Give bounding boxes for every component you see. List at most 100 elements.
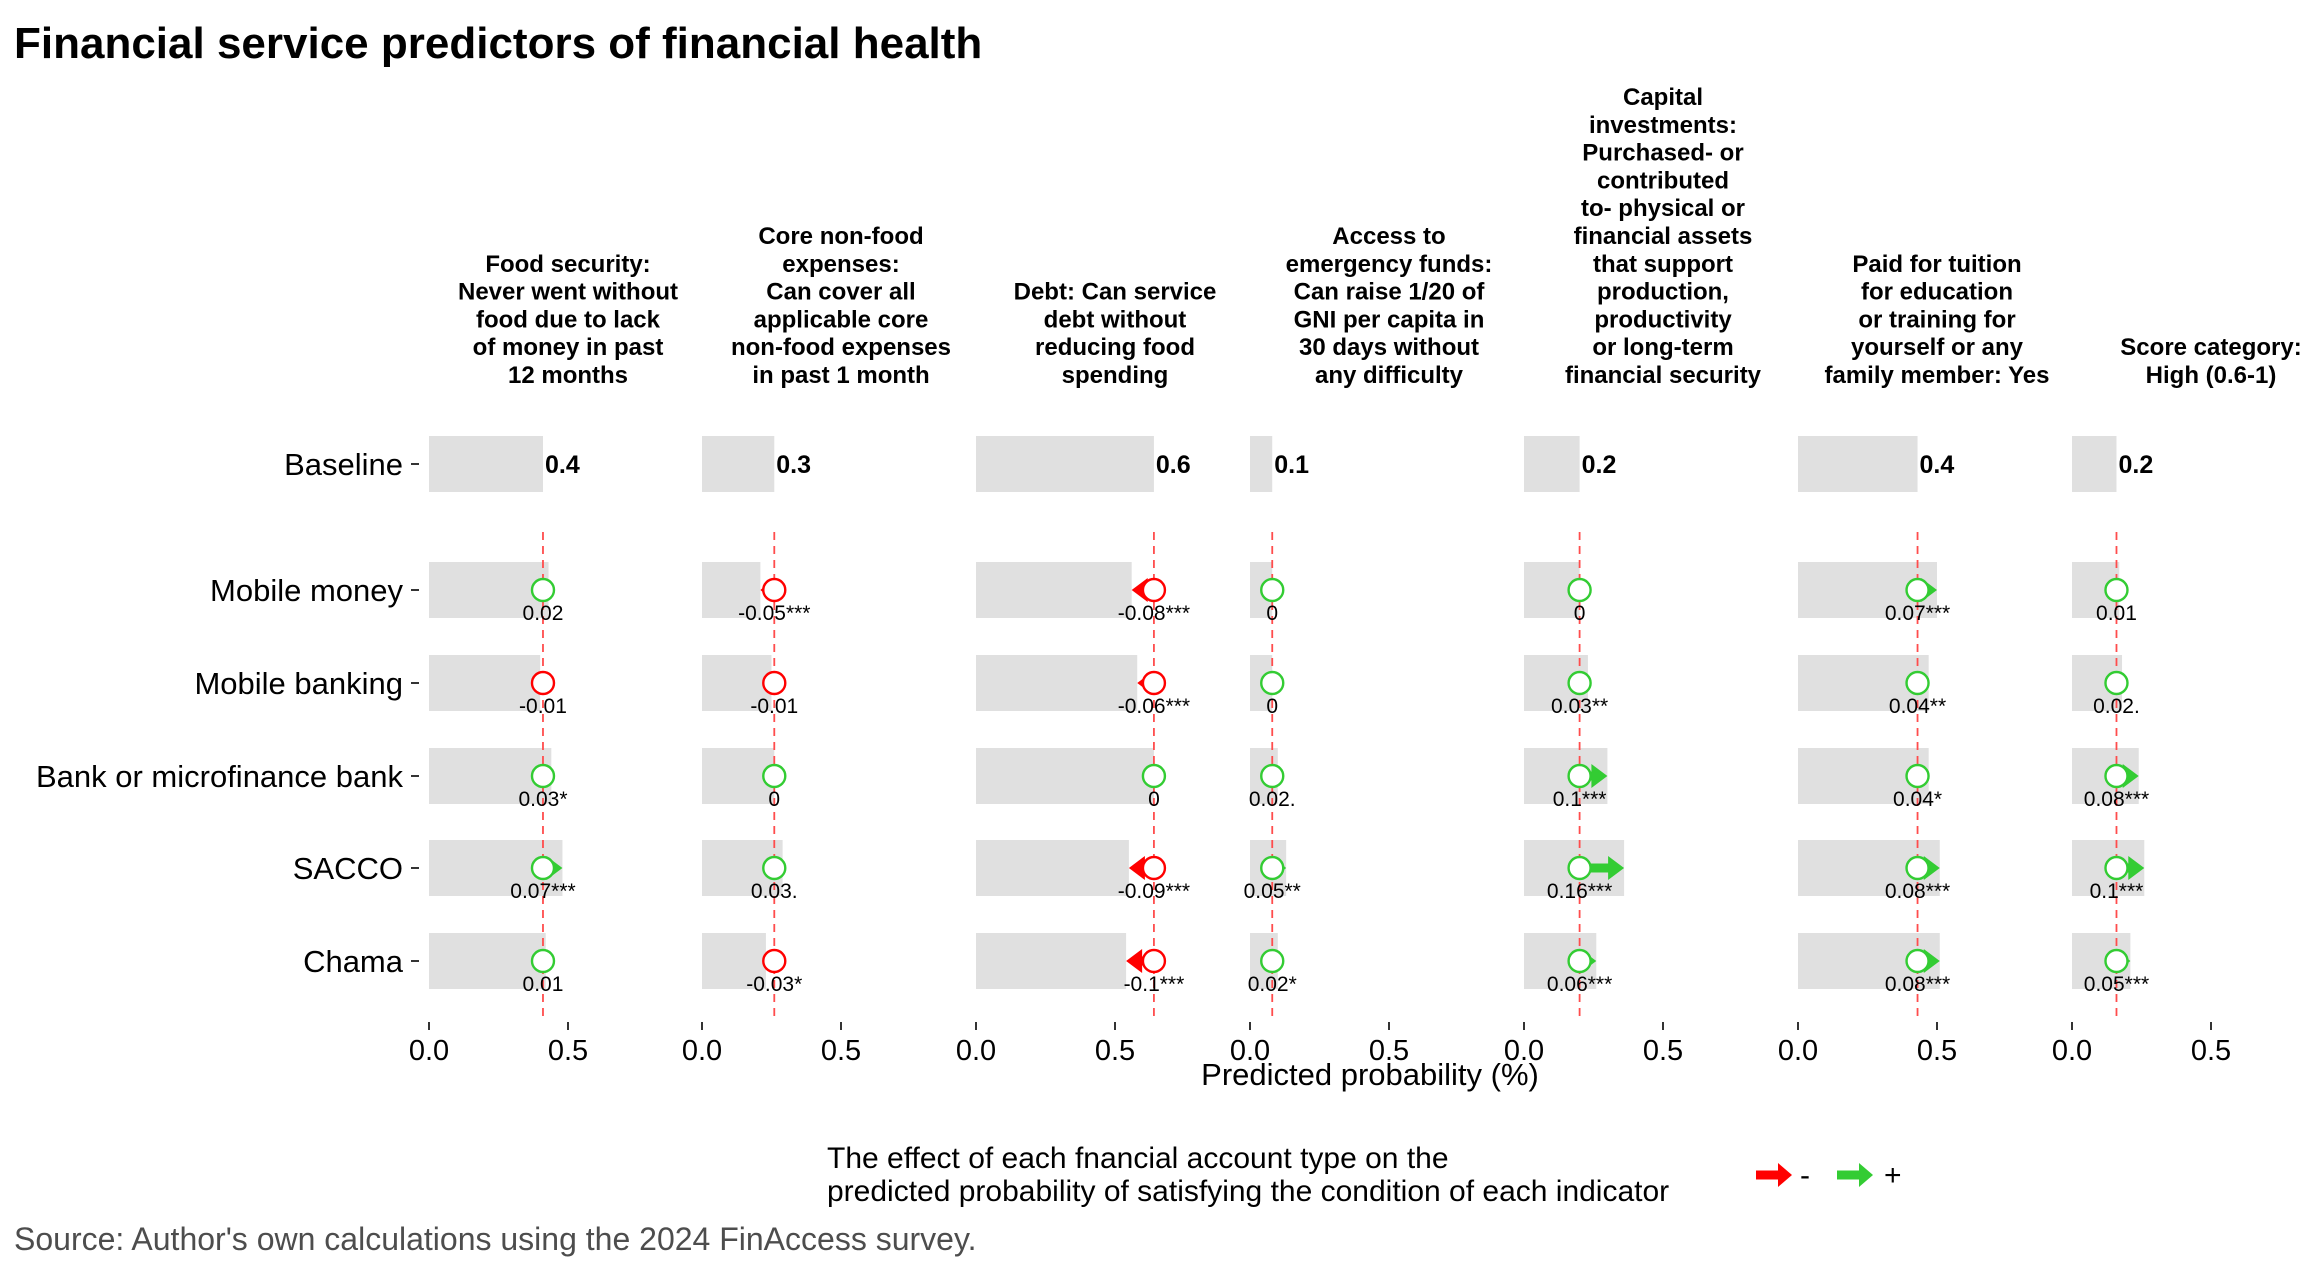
legend: The effect of each fnancial account type… xyxy=(827,1142,1902,1208)
effect-point xyxy=(1260,948,1285,974)
row-label: Mobile money xyxy=(210,573,403,608)
effect-value-label: 0.03. xyxy=(751,880,798,903)
effect-point xyxy=(1905,948,1930,974)
panel-title-line: Can raise 1/20 of xyxy=(1294,279,1486,306)
x-tick-label: 0.5 xyxy=(548,1035,588,1067)
panel-title-line: financial assets xyxy=(1574,223,1753,250)
effect-point xyxy=(530,855,556,881)
panel-title-line: Can cover all xyxy=(766,279,915,306)
x-tick-label: 0.5 xyxy=(1643,1035,1683,1067)
effect-point xyxy=(2104,763,2129,789)
effect-bar xyxy=(976,840,1129,896)
panel-title-line: productivity xyxy=(1594,306,1732,333)
baseline-value-label: 0.3 xyxy=(776,451,811,479)
baseline-bar xyxy=(976,436,1154,492)
effect-value-label: 0.01 xyxy=(523,973,564,996)
effect-point xyxy=(1141,948,1167,974)
effect-point xyxy=(762,670,787,696)
effect-point xyxy=(530,670,556,696)
effect-value-label: 0.04* xyxy=(1893,788,1942,811)
effect-value-label: 0.08*** xyxy=(1885,880,1950,903)
x-tick-label: 0.5 xyxy=(1917,1035,1957,1067)
effect-point xyxy=(762,763,787,789)
panel-title-line: of money in past xyxy=(473,334,664,361)
x-tick-label: 0.5 xyxy=(821,1035,861,1067)
panel-title-line: food due to lack xyxy=(476,306,661,333)
panel-title-line: investments: xyxy=(1589,112,1737,139)
panel-title-line: any difficulty xyxy=(1315,362,1464,389)
baseline-value-label: 0.1 xyxy=(1274,451,1309,479)
panel-title-line: debt without xyxy=(1044,306,1187,333)
effect-arrow-head xyxy=(1591,764,1608,788)
effect-arrow-head xyxy=(1126,949,1143,973)
effect-value-label: -0.1*** xyxy=(1124,973,1185,996)
effect-value-label: -0.05*** xyxy=(738,602,810,625)
panel-title-line: Never went without xyxy=(458,279,678,306)
panel-title-line: 30 days without xyxy=(1299,334,1479,361)
effect-point xyxy=(1567,763,1592,789)
panel-title-line: applicable core xyxy=(754,306,929,333)
effect-point xyxy=(1567,855,1592,881)
panel-title-line: production, xyxy=(1597,279,1729,306)
effect-point xyxy=(1905,855,1930,881)
panel-title-line: non-food expenses xyxy=(731,334,951,361)
effect-value-label: 0.02 xyxy=(523,602,564,625)
row-labels: Baseline Mobile money Mobile banking Bank o… xyxy=(36,447,419,979)
effect-point xyxy=(1141,670,1167,696)
baseline-bar xyxy=(429,436,543,492)
effect-bar xyxy=(976,655,1138,711)
baseline-bar xyxy=(1250,436,1273,492)
baseline-bar xyxy=(1798,436,1918,492)
panel-title-line: Score category: xyxy=(2120,334,2301,361)
effect-point xyxy=(530,577,556,603)
baseline-value-label: 0.2 xyxy=(1582,451,1617,479)
effect-bar xyxy=(702,562,761,618)
x-tick-label: 0.0 xyxy=(1230,1035,1270,1067)
panel-title-line: GNI per capita in xyxy=(1294,306,1485,333)
panel-title-line: Food security: xyxy=(485,251,650,278)
effect-value-label: 0.05** xyxy=(1244,880,1301,903)
row-label: Bank or microfinance bank xyxy=(36,759,404,794)
effect-value-label: 0.02* xyxy=(1248,973,1297,996)
effect-point xyxy=(2104,855,2129,881)
x-tick-label: 0.5 xyxy=(1369,1035,1409,1067)
source-note: Source: Author's own calculations using … xyxy=(14,1221,976,1257)
baseline-value-label: 0.6 xyxy=(1156,451,1191,479)
x-tick-label: 0.0 xyxy=(1504,1035,1544,1067)
effect-point xyxy=(1260,577,1285,603)
x-tick-label: 0.0 xyxy=(682,1035,722,1067)
effect-point xyxy=(1141,763,1167,789)
panel-title-line: or long-term xyxy=(1592,334,1733,361)
effect-point xyxy=(2104,948,2129,974)
effect-value-label: 0.08*** xyxy=(1885,973,1950,996)
panel: Score category:High (0.6-1) 0.2 0.01 0.02. 0… xyxy=(2052,334,2302,1067)
x-tick-label: 0.0 xyxy=(1778,1035,1818,1067)
legend-positive-arrow-head xyxy=(1859,1163,1873,1187)
panel-title-line: Capital xyxy=(1623,84,1703,111)
effect-value-label: 0.06*** xyxy=(1547,973,1612,996)
effect-bar xyxy=(702,933,766,989)
effect-value-label: -0.06*** xyxy=(1118,695,1190,718)
effect-bar xyxy=(976,562,1132,618)
baseline-value-label: 0.4 xyxy=(1920,451,1955,479)
effect-point xyxy=(1567,577,1592,603)
effect-point xyxy=(1905,763,1930,789)
effect-value-label: 0 xyxy=(1266,602,1278,625)
effect-value-label: 0 xyxy=(1148,788,1160,811)
effect-value-label: 0.1*** xyxy=(2090,880,2144,903)
effect-point xyxy=(1260,670,1285,696)
panel-title-line: Paid for tuition xyxy=(1852,251,2021,278)
effect-bar xyxy=(976,748,1154,804)
panel-title-line: reducing food xyxy=(1035,334,1195,361)
effect-arrow-head xyxy=(2128,856,2145,880)
panel-title-line: contributed xyxy=(1597,167,1729,194)
effect-value-label: 0.02. xyxy=(1249,788,1296,811)
effect-point xyxy=(1905,670,1930,696)
baseline-value-label: 0.4 xyxy=(545,451,580,479)
